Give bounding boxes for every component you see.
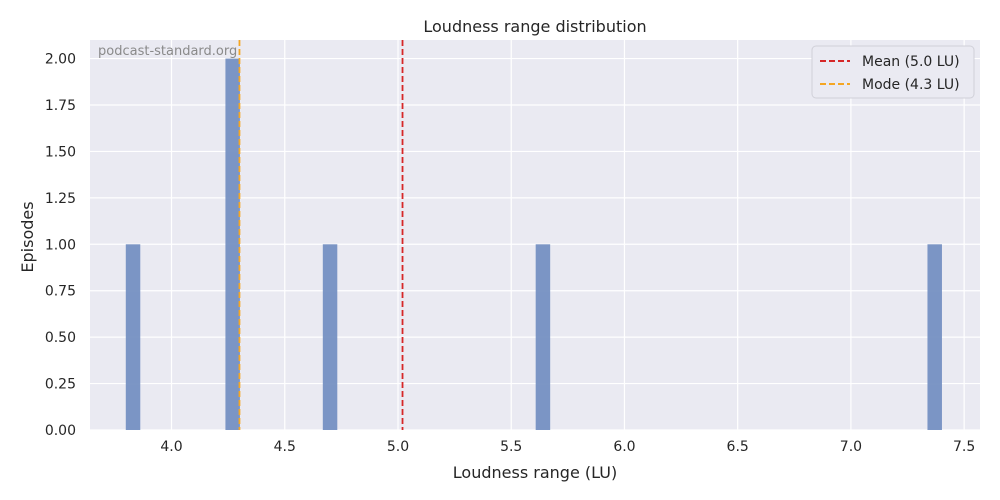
histogram-bar <box>125 244 141 430</box>
y-tick-label: 0.75 <box>45 284 76 300</box>
x-axis-title: Loudness range (LU) <box>453 463 617 482</box>
y-tick-label: 1.25 <box>45 191 76 207</box>
x-tick-label: 7.0 <box>840 439 862 455</box>
legend: Mean (5.0 LU) Mode (4.3 LU) <box>811 45 975 99</box>
x-tick-label: 4.5 <box>274 439 296 455</box>
y-tick-label: 2.00 <box>45 52 76 68</box>
legend-box <box>811 45 975 99</box>
x-tick-labels: 4.0 4.5 5.0 5.5 6.0 6.5 7.0 7.5 <box>160 439 975 455</box>
reference-lines <box>238 40 404 430</box>
x-tick-label: 6.0 <box>613 439 635 455</box>
y-tick-label: 1.75 <box>45 98 76 114</box>
histogram-bar <box>322 244 338 430</box>
y-tick-label: 0.25 <box>45 377 76 393</box>
histogram-bar <box>927 244 942 430</box>
x-tick-label: 5.0 <box>387 439 409 455</box>
x-tick-label: 5.5 <box>500 439 522 455</box>
y-tick-label: 1.00 <box>45 237 76 253</box>
y-tick-label: 1.50 <box>45 144 76 160</box>
histogram-bars <box>125 58 942 430</box>
watermark-text: podcast-standard.org <box>98 44 237 59</box>
chart-title: Loudness range distribution <box>423 17 646 36</box>
histogram-bar <box>535 244 551 430</box>
y-axis-title: Episodes <box>18 201 37 272</box>
y-tick-labels: 0.00 0.25 0.50 0.75 1.00 1.25 1.50 1.75 2.00 <box>45 52 76 439</box>
x-tick-label: 6.5 <box>727 439 749 455</box>
x-tick-label: 4.0 <box>160 439 182 455</box>
legend-mode-label: Mode (4.3 LU) <box>862 77 960 93</box>
y-tick-label: 0.00 <box>45 423 76 439</box>
histogram-bar <box>225 58 240 430</box>
x-tick-label: 7.5 <box>953 439 975 455</box>
y-tick-label: 0.50 <box>45 330 76 346</box>
legend-mean-label: Mean (5.0 LU) <box>862 54 960 70</box>
